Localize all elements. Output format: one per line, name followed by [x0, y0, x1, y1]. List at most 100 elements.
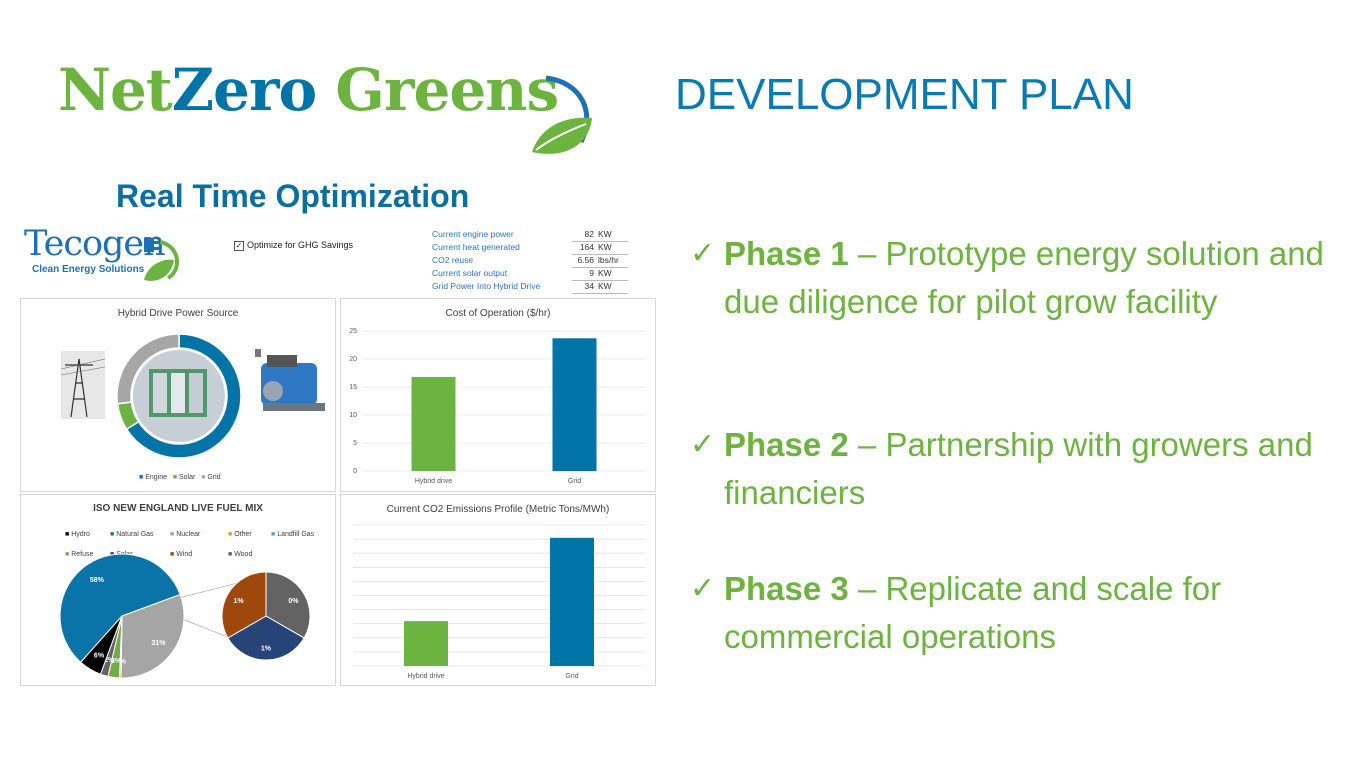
logo-greens: Greens [316, 56, 559, 124]
fuel-sub-slice-solar [227, 615, 305, 661]
stat-value: 34 KW [572, 280, 628, 294]
tecogen-tagline: Clean Energy Solutions [32, 264, 145, 275]
y-tick-label: 25 [349, 328, 357, 335]
stat-label: CO2 reuse [432, 255, 474, 265]
slice-label: 1% [261, 646, 272, 653]
co2-chart: Hybrid drive Grid [353, 524, 645, 680]
fuel-mix-pie: 58%31%0%3%2%6%0%1%1% [59, 553, 311, 679]
hybrid-source-donut [60, 333, 325, 459]
donut-slice-engine [125, 333, 242, 459]
stat-row: Current engine power 82 KW [432, 228, 632, 242]
plug-leaf-icon [144, 238, 179, 281]
stat-value: 164 KW [572, 241, 628, 255]
check-icon: ✓ [690, 571, 716, 606]
phase-3-text: – Replicate and scale for commercial ope… [724, 570, 1222, 655]
fuel-legend-item: ■ Natural Gas [110, 531, 154, 538]
fuel-legend-item: ■ Nuclear [170, 531, 201, 538]
page-title: DEVELOPMENT PLAN [675, 70, 1134, 119]
stat-unit: lbs/hr [598, 255, 619, 265]
legend-solar: Solar [179, 474, 196, 481]
stat-value: 9 KW [572, 267, 628, 281]
y-tick-label: 10 [349, 412, 357, 419]
fuel-legend-item: ■ Hydro [65, 531, 90, 538]
stat-row: CO2 reuse 6.56 lbs/hr [432, 254, 632, 268]
stat-label: Grid Power Into Hybrid Drive [432, 281, 541, 291]
bar-grid [552, 338, 597, 471]
logo-net: Net [58, 56, 173, 124]
logo-zero: Zero [171, 56, 317, 124]
netzero-greens-logo: NetZero Greens [58, 56, 559, 124]
fuel-mix-title: ISO NEW ENGLAND LIVE FUEL MIX [93, 503, 263, 514]
phase-1-name: Phase 1 [724, 235, 849, 272]
y-tick-label: 5 [353, 440, 357, 447]
hybrid-source-legend: ■ Engine ■ Solar ■ Grid [139, 474, 221, 481]
tecogen-logo: Tecogen [24, 224, 166, 264]
stat-unit: KW [598, 242, 612, 252]
x-tick-label: Grid [568, 478, 581, 485]
y-tick-label: 0 [353, 468, 357, 475]
slice-label: 6% [94, 652, 105, 659]
bar-hybrid-drive [404, 621, 448, 666]
stat-row: Current solar output 9 KW [432, 267, 632, 281]
fuel-sub-slice-wood [265, 571, 311, 639]
fuel-legend-item: ■ Landfill Gas [271, 531, 315, 538]
co2-title: Current CO2 Emissions Profile (Metric To… [386, 504, 610, 515]
fuel-sub-slice-wind [221, 571, 267, 639]
stat-label: Current engine power [432, 229, 514, 239]
stat-label: Current solar output [432, 268, 508, 278]
stat-unit: KW [598, 281, 612, 291]
x-tick-label: Hybrid drive [415, 478, 452, 485]
donut-slice-grid [116, 333, 180, 405]
co2-panel: Current CO2 Emissions Profile (Metric To… [340, 494, 656, 686]
check-icon: ✓ [690, 236, 716, 271]
fuel-slice-hydro [79, 615, 123, 675]
cost-panel: Cost of Operation ($/hr) 0 5 10 15 20 25 Hybri… [340, 298, 656, 492]
legend-grid: Grid [207, 474, 221, 481]
stat-label: Current heat generated [432, 242, 520, 252]
x-tick-label: Grid [565, 673, 578, 680]
fuel-legend-item: ■ Wind [170, 551, 193, 558]
x-tick-label: Hybrid drive [407, 673, 444, 680]
hybrid-source-panel: Hybrid Drive Power Source ■ Engine ■ Sol… [20, 298, 336, 492]
optimize-checkbox[interactable]: ✓ [234, 241, 244, 251]
slice-label: 58% [90, 577, 105, 584]
stat-value: 6.56 lbs/hr [572, 254, 628, 268]
y-tick-label: 15 [349, 384, 357, 391]
fuel-legend-item: ■ Wood [228, 551, 253, 558]
cost-chart: 0 5 10 15 20 25 Hybrid drive Grid [349, 328, 645, 485]
slice-label: 2% [104, 657, 115, 664]
slice-label: 0% [116, 659, 127, 666]
cost-title: Cost of Operation ($/hr) [445, 308, 551, 319]
phase-2-name: Phase 2 [724, 426, 849, 463]
phase-2-text: – Partnership with growers and financier… [724, 426, 1313, 511]
fuel-slice-nuclear [120, 593, 185, 679]
fuel-legend-item: ■ Other [228, 531, 252, 538]
section-title: Real Time Optimization [116, 178, 470, 214]
slice-label: 31% [151, 640, 166, 647]
stats-table: Current engine power 82 KW Current heat gen… [432, 228, 632, 294]
engine-icon [255, 349, 325, 411]
leaf-icon [532, 75, 592, 154]
phase-1-text: – Prototype energy solution and due dili… [724, 235, 1324, 320]
stat-row: Current heat generated 164 KW [432, 241, 632, 255]
fuel-slice-natural-gas [59, 553, 181, 663]
fuel-mix-panel: ISO NEW ENGLAND LIVE FUEL MIX ■ Hydro ■ N… [20, 494, 336, 686]
bar-grid [550, 537, 594, 666]
power-tower-icon [60, 351, 106, 419]
stat-unit: KW [598, 229, 612, 239]
bar-hybrid-drive [411, 376, 456, 471]
slice-label: 3% [111, 658, 122, 665]
slice-label: 1% [234, 598, 245, 605]
stat-value: 82 KW [572, 228, 628, 242]
fuel-legend-item: ■ Refuse [65, 551, 94, 558]
phase-3-name: Phase 3 [724, 570, 849, 607]
stat-unit: KW [598, 268, 612, 278]
hybrid-source-title: Hybrid Drive Power Source [117, 308, 239, 319]
stat-row: Grid Power Into Hybrid Drive 34 KW [432, 280, 632, 294]
check-icon: ✓ [690, 427, 716, 462]
legend-engine: Engine [145, 474, 167, 481]
optimize-label: Optimize for GHG Savings [247, 240, 354, 250]
y-tick-label: 20 [349, 356, 357, 363]
optimize-checkbox-row[interactable]: ✓ Optimize for GHG Savings [234, 240, 353, 251]
slice-label: 0% [288, 598, 299, 605]
